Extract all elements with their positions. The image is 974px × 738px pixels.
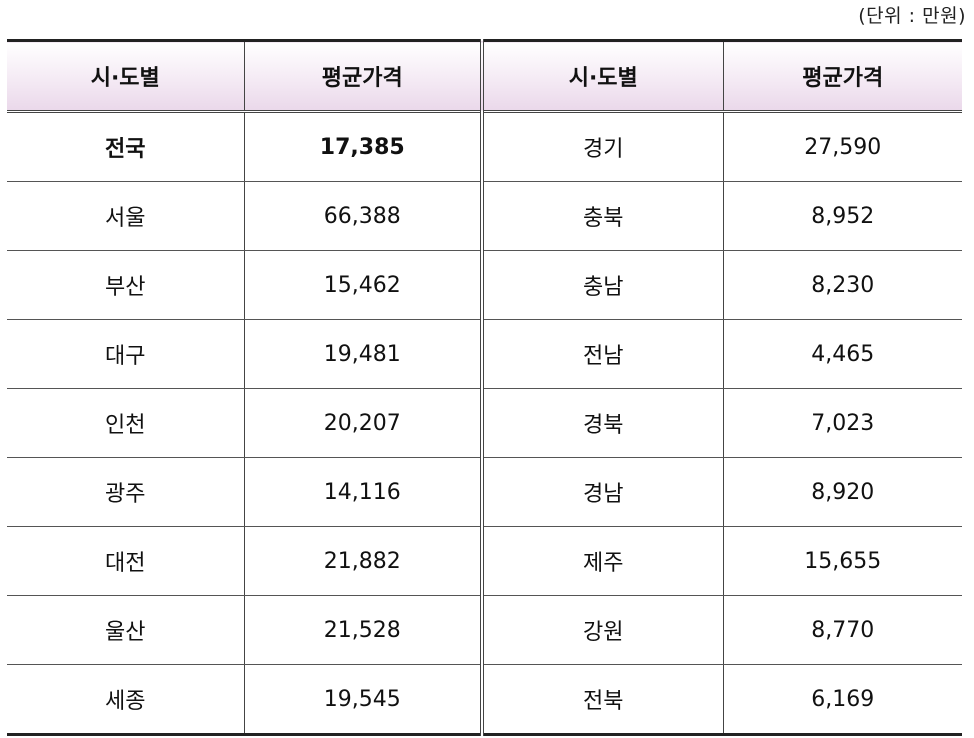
table-row: 울산 21,528 강원 8,770 <box>7 595 962 665</box>
left-region-cell: 인천 <box>7 388 245 458</box>
left-price-cell: 15,462 <box>243 250 484 320</box>
right-region-cell: 경북 <box>481 388 724 458</box>
right-region-cell: 충남 <box>481 250 724 320</box>
right-price-cell: 4,465 <box>722 319 962 389</box>
table-row: 세종 19,545 전북 6,169 <box>7 664 962 736</box>
table-row: 서울 66,388 충북 8,952 <box>7 181 962 251</box>
header-price-right: 평균가격 <box>722 39 962 113</box>
right-price-cell: 8,230 <box>722 250 962 320</box>
table-row: 인천 20,207 경북 7,023 <box>7 388 962 458</box>
left-region-cell: 세종 <box>7 664 245 736</box>
table-header-row: 시·도별 평균가격 시·도별 평균가격 <box>7 39 962 113</box>
right-price-cell: 8,952 <box>722 181 962 251</box>
right-price-cell: 8,920 <box>722 457 962 527</box>
left-price-cell: 14,116 <box>243 457 484 527</box>
left-price-cell: 21,882 <box>243 526 484 596</box>
right-price-cell: 15,655 <box>722 526 962 596</box>
header-price-left: 평균가격 <box>243 39 484 113</box>
left-region-cell: 서울 <box>7 181 245 251</box>
right-price-cell: 6,169 <box>722 664 962 736</box>
table-row: 전국 17,385 경기 27,590 <box>7 111 962 182</box>
table-row: 대전 21,882 제주 15,655 <box>7 526 962 596</box>
right-price-cell: 8,770 <box>722 595 962 665</box>
right-region-cell: 전북 <box>481 664 724 736</box>
left-region-cell: 광주 <box>7 457 245 527</box>
left-price-cell: 66,388 <box>243 181 484 251</box>
right-region-cell: 경남 <box>481 457 724 527</box>
unit-note: (단위 : 만원) <box>858 5 966 27</box>
right-region-cell: 강원 <box>481 595 724 665</box>
left-region-cell: 대구 <box>7 319 245 389</box>
left-region-cell: 전국 <box>7 111 245 182</box>
left-price-cell: 19,481 <box>243 319 484 389</box>
right-region-cell: 충북 <box>481 181 724 251</box>
header-region-right: 시·도별 <box>481 39 724 113</box>
table-row: 부산 15,462 충남 8,230 <box>7 250 962 320</box>
table-row: 광주 14,116 경남 8,920 <box>7 457 962 527</box>
left-price-cell: 21,528 <box>243 595 484 665</box>
left-price-cell: 20,207 <box>243 388 484 458</box>
left-price-cell: 19,545 <box>243 664 484 736</box>
left-region-cell: 대전 <box>7 526 245 596</box>
left-region-cell: 부산 <box>7 250 245 320</box>
left-region-cell: 울산 <box>7 595 245 665</box>
average-price-table: 시·도별 평균가격 시·도별 평균가격 전국 17,385 경기 27,590 … <box>7 39 962 736</box>
table-row: 대구 19,481 전남 4,465 <box>7 319 962 389</box>
left-price-cell: 17,385 <box>243 111 484 182</box>
right-price-cell: 7,023 <box>722 388 962 458</box>
right-price-cell: 27,590 <box>722 111 962 182</box>
right-region-cell: 전남 <box>481 319 724 389</box>
header-region-left: 시·도별 <box>7 39 245 113</box>
right-region-cell: 제주 <box>481 526 724 596</box>
right-region-cell: 경기 <box>481 111 724 182</box>
